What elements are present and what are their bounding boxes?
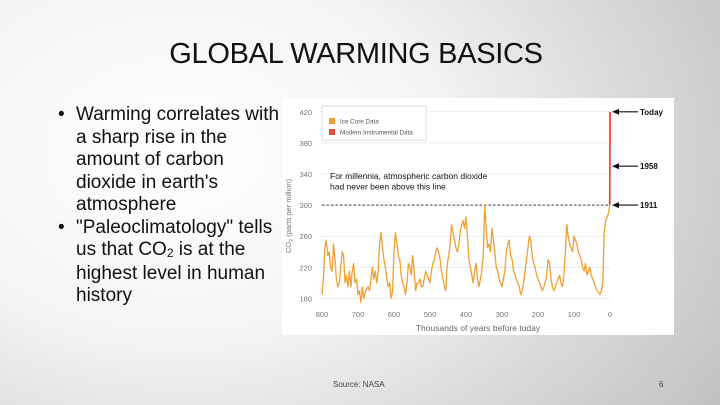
reference-line-label-1: For millennia, atmospheric carbon dioxid… xyxy=(330,171,488,181)
source-note: Source: NASA xyxy=(333,380,385,389)
annotation-label-1958: 1958 xyxy=(640,162,658,171)
bullet-list: Warming correlates with a sharp rise in … xyxy=(56,104,286,308)
x-tick-label: 500 xyxy=(424,310,437,319)
annotation-arrowhead xyxy=(612,163,619,170)
x-tick-label: 100 xyxy=(568,310,581,319)
x-tick-label: 800 xyxy=(316,310,329,319)
y-tick-label: 260 xyxy=(299,232,312,241)
bullet-subscript: 2 xyxy=(166,246,174,260)
bullet-text: Warming correlates with a sharp rise in … xyxy=(76,104,280,215)
ice-core-series-line xyxy=(321,204,611,303)
y-tick-label: 300 xyxy=(299,201,312,210)
y-tick-label: 220 xyxy=(299,263,312,272)
x-tick-label: 300 xyxy=(496,310,509,319)
y-tick-label: 340 xyxy=(299,170,312,179)
y-tick-label: 420 xyxy=(299,108,312,117)
annotation-label-1911: 1911 xyxy=(640,201,658,210)
legend-label-ice-core: Ice Core Data xyxy=(340,119,379,126)
annotation-arrowhead xyxy=(612,202,619,209)
annotation-arrowhead xyxy=(612,108,619,115)
bullet-item: "Paleoclimatology" tells us that CO2 is … xyxy=(56,217,286,308)
y-tick-label: 180 xyxy=(299,294,312,303)
x-tick-label: 600 xyxy=(388,310,401,319)
co2-chart: 180 220 260 300 340 380 420 800 700 600 500 400 300 2… xyxy=(284,105,664,333)
y-tick-label: 380 xyxy=(299,139,312,148)
legend-swatch-ice-core xyxy=(329,118,335,124)
bullet-text-before: "Paleoclimatology" tells us that CO xyxy=(76,216,273,261)
x-tick-label: 200 xyxy=(532,310,545,319)
bullet-text-after: is at the highest level in human history xyxy=(76,239,266,306)
co2-chart-card: 180 220 260 300 340 380 420 800 700 600 500 400 300 2… xyxy=(282,98,674,335)
y-axis-label: CO2 (parts per million) xyxy=(284,178,295,253)
slide-title: GLOBAL WARMING BASICS xyxy=(169,38,543,70)
x-tick-label: 0 xyxy=(608,310,612,319)
chart-legend: Ice Core Data Modern Instrumental Data xyxy=(321,105,427,141)
legend-swatch-modern xyxy=(329,129,335,135)
annotation-label-today: Today xyxy=(640,108,664,117)
x-tick-label: 700 xyxy=(352,310,365,319)
page-number: 6 xyxy=(659,380,664,389)
x-axis-label: Thousands of years before today xyxy=(416,323,541,333)
x-tick-label: 400 xyxy=(460,310,473,319)
bullet-item: Warming correlates with a sharp rise in … xyxy=(56,104,286,217)
legend-label-modern: Modern Instrumental Data xyxy=(340,130,413,137)
reference-line-label-2: had never been above this line xyxy=(330,182,446,192)
